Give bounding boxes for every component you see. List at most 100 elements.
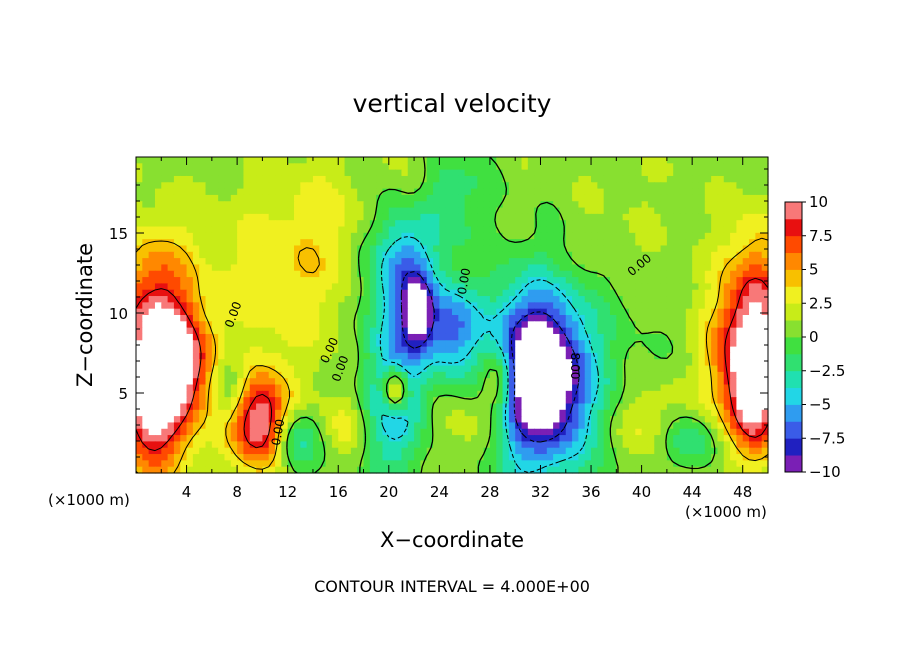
heatmap-cell: [647, 302, 655, 310]
heatmap-cell: [167, 296, 175, 303]
heatmap-cell: [515, 302, 523, 310]
heatmap-cell: [647, 175, 655, 183]
heatmap-cell: [376, 270, 384, 278]
heatmap-cell: [142, 201, 150, 209]
heatmap-cell: [167, 175, 175, 183]
heatmap-cell: [306, 435, 314, 442]
heatmap-cell: [211, 239, 219, 247]
heatmap-cell: [628, 169, 636, 177]
heatmap-cell: [325, 390, 333, 398]
heatmap-cell: [249, 378, 257, 386]
heatmap-cell: [230, 194, 238, 202]
heatmap-cell: [572, 213, 579, 221]
heatmap-cell: [331, 333, 339, 341]
heatmap-cell: [610, 302, 617, 310]
heatmap-cell: [654, 226, 662, 234]
heatmap-cell: [546, 270, 554, 278]
heatmap-cell: [591, 201, 598, 209]
heatmap-cell: [730, 226, 737, 234]
heatmap-cell: [628, 428, 636, 436]
heatmap-cell: [673, 409, 681, 417]
heatmap-cell: [534, 340, 542, 348]
heatmap-cell: [407, 220, 415, 228]
heatmap-cell: [426, 194, 434, 202]
heatmap-cell: [673, 403, 681, 411]
heatmap-cell: [331, 384, 339, 392]
heatmap-cell: [540, 416, 548, 424]
heatmap-cell: [508, 194, 516, 202]
heatmap-cell: [553, 277, 561, 284]
heatmap-cell: [685, 245, 693, 253]
heatmap-cell: [673, 188, 681, 196]
heatmap-cell: [445, 220, 453, 228]
heatmap-cell: [243, 188, 251, 196]
heatmap-cell: [237, 460, 245, 468]
heatmap-cell: [287, 416, 295, 424]
heatmap-cell: [470, 378, 478, 386]
heatmap-cell: [388, 277, 396, 284]
heatmap-cell: [401, 194, 409, 202]
heatmap-cell: [306, 194, 314, 202]
heatmap-cell: [300, 163, 308, 171]
heatmap-cell: [154, 378, 162, 386]
heatmap-cell: [647, 365, 655, 373]
heatmap-cell: [654, 245, 662, 253]
heatmap-cell: [224, 264, 232, 272]
heatmap-cell: [692, 435, 700, 442]
heatmap-cell: [300, 378, 308, 386]
heatmap-cell: [578, 447, 586, 455]
heatmap-cell: [666, 416, 674, 424]
heatmap-cell: [281, 435, 289, 442]
heatmap-cell: [635, 333, 643, 341]
heatmap-cell: [730, 239, 737, 247]
heatmap-cell: [262, 403, 270, 411]
heatmap-cell: [363, 340, 371, 348]
heatmap-cell: [572, 441, 579, 449]
heatmap-cell: [142, 333, 150, 341]
heatmap-cell: [287, 352, 295, 360]
heatmap-cell: [218, 175, 226, 183]
heatmap-cell: [148, 454, 156, 461]
heatmap-cell: [388, 163, 396, 171]
heatmap-cell: [749, 283, 756, 291]
heatmap-cell: [167, 327, 175, 335]
heatmap-cell: [742, 270, 750, 278]
heatmap-cell: [218, 416, 226, 424]
heatmap-cell: [578, 466, 586, 474]
heatmap-cell: [148, 157, 156, 164]
heatmap-cell: [281, 397, 289, 405]
heatmap-cell: [445, 277, 453, 284]
heatmap-cell: [616, 157, 624, 164]
heatmap-cell: [464, 283, 472, 291]
heatmap-cell: [464, 397, 472, 405]
heatmap-cell: [445, 378, 453, 386]
heatmap-cell: [154, 283, 162, 291]
heatmap-cell: [287, 340, 295, 348]
heatmap-cell: [616, 182, 624, 190]
heatmap-cell: [736, 163, 744, 171]
heatmap-cell: [730, 416, 737, 424]
heatmap-cell: [319, 277, 327, 284]
heatmap-cell: [742, 245, 750, 253]
heatmap-cell: [395, 201, 403, 209]
heatmap-cell: [597, 163, 605, 171]
heatmap-cell: [256, 175, 263, 183]
heatmap-cell: [445, 352, 453, 360]
heatmap-cell: [597, 447, 605, 455]
heatmap-cell: [148, 378, 156, 386]
heatmap-cell: [148, 296, 156, 303]
heatmap-cell: [344, 157, 352, 164]
heatmap-cell: [591, 333, 598, 341]
heatmap-cell: [211, 258, 219, 266]
heatmap-cell: [628, 403, 636, 411]
heatmap-cell: [723, 397, 731, 405]
heatmap-cell: [148, 333, 156, 341]
heatmap-cell: [357, 378, 365, 386]
heatmap-cell: [186, 359, 194, 367]
heatmap-cell: [142, 441, 150, 449]
heatmap-cell: [331, 390, 339, 398]
heatmap-cell: [287, 308, 295, 316]
heatmap-cell: [692, 239, 700, 247]
heatmap-cell: [692, 194, 700, 202]
heatmap-cell: [628, 207, 636, 215]
